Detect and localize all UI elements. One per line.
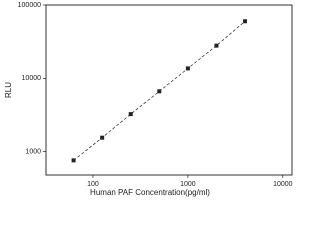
plot-frame [45,4,293,176]
y-tick-label: 1000 [25,148,41,155]
x-tick-label: 1000 [180,181,196,188]
chart: Human PAF Concentration(pg/ml) RLU 100 10… [4,2,293,197]
y-tick-label: 10000 [22,75,42,82]
data-point [214,43,219,48]
x-tick-label: 10000 [273,181,293,188]
data-point [100,135,105,140]
data-point [71,158,76,163]
x-tick-label: 100 [87,181,99,188]
data-point [157,89,162,94]
data-point [128,112,133,117]
data-point [185,66,190,71]
y-axis-label: RLU [4,82,13,98]
data-point [243,19,248,24]
y-tick-label: 100000 [18,2,41,9]
x-axis-label: Human PAF Concentration(pg/ml) [90,188,210,197]
